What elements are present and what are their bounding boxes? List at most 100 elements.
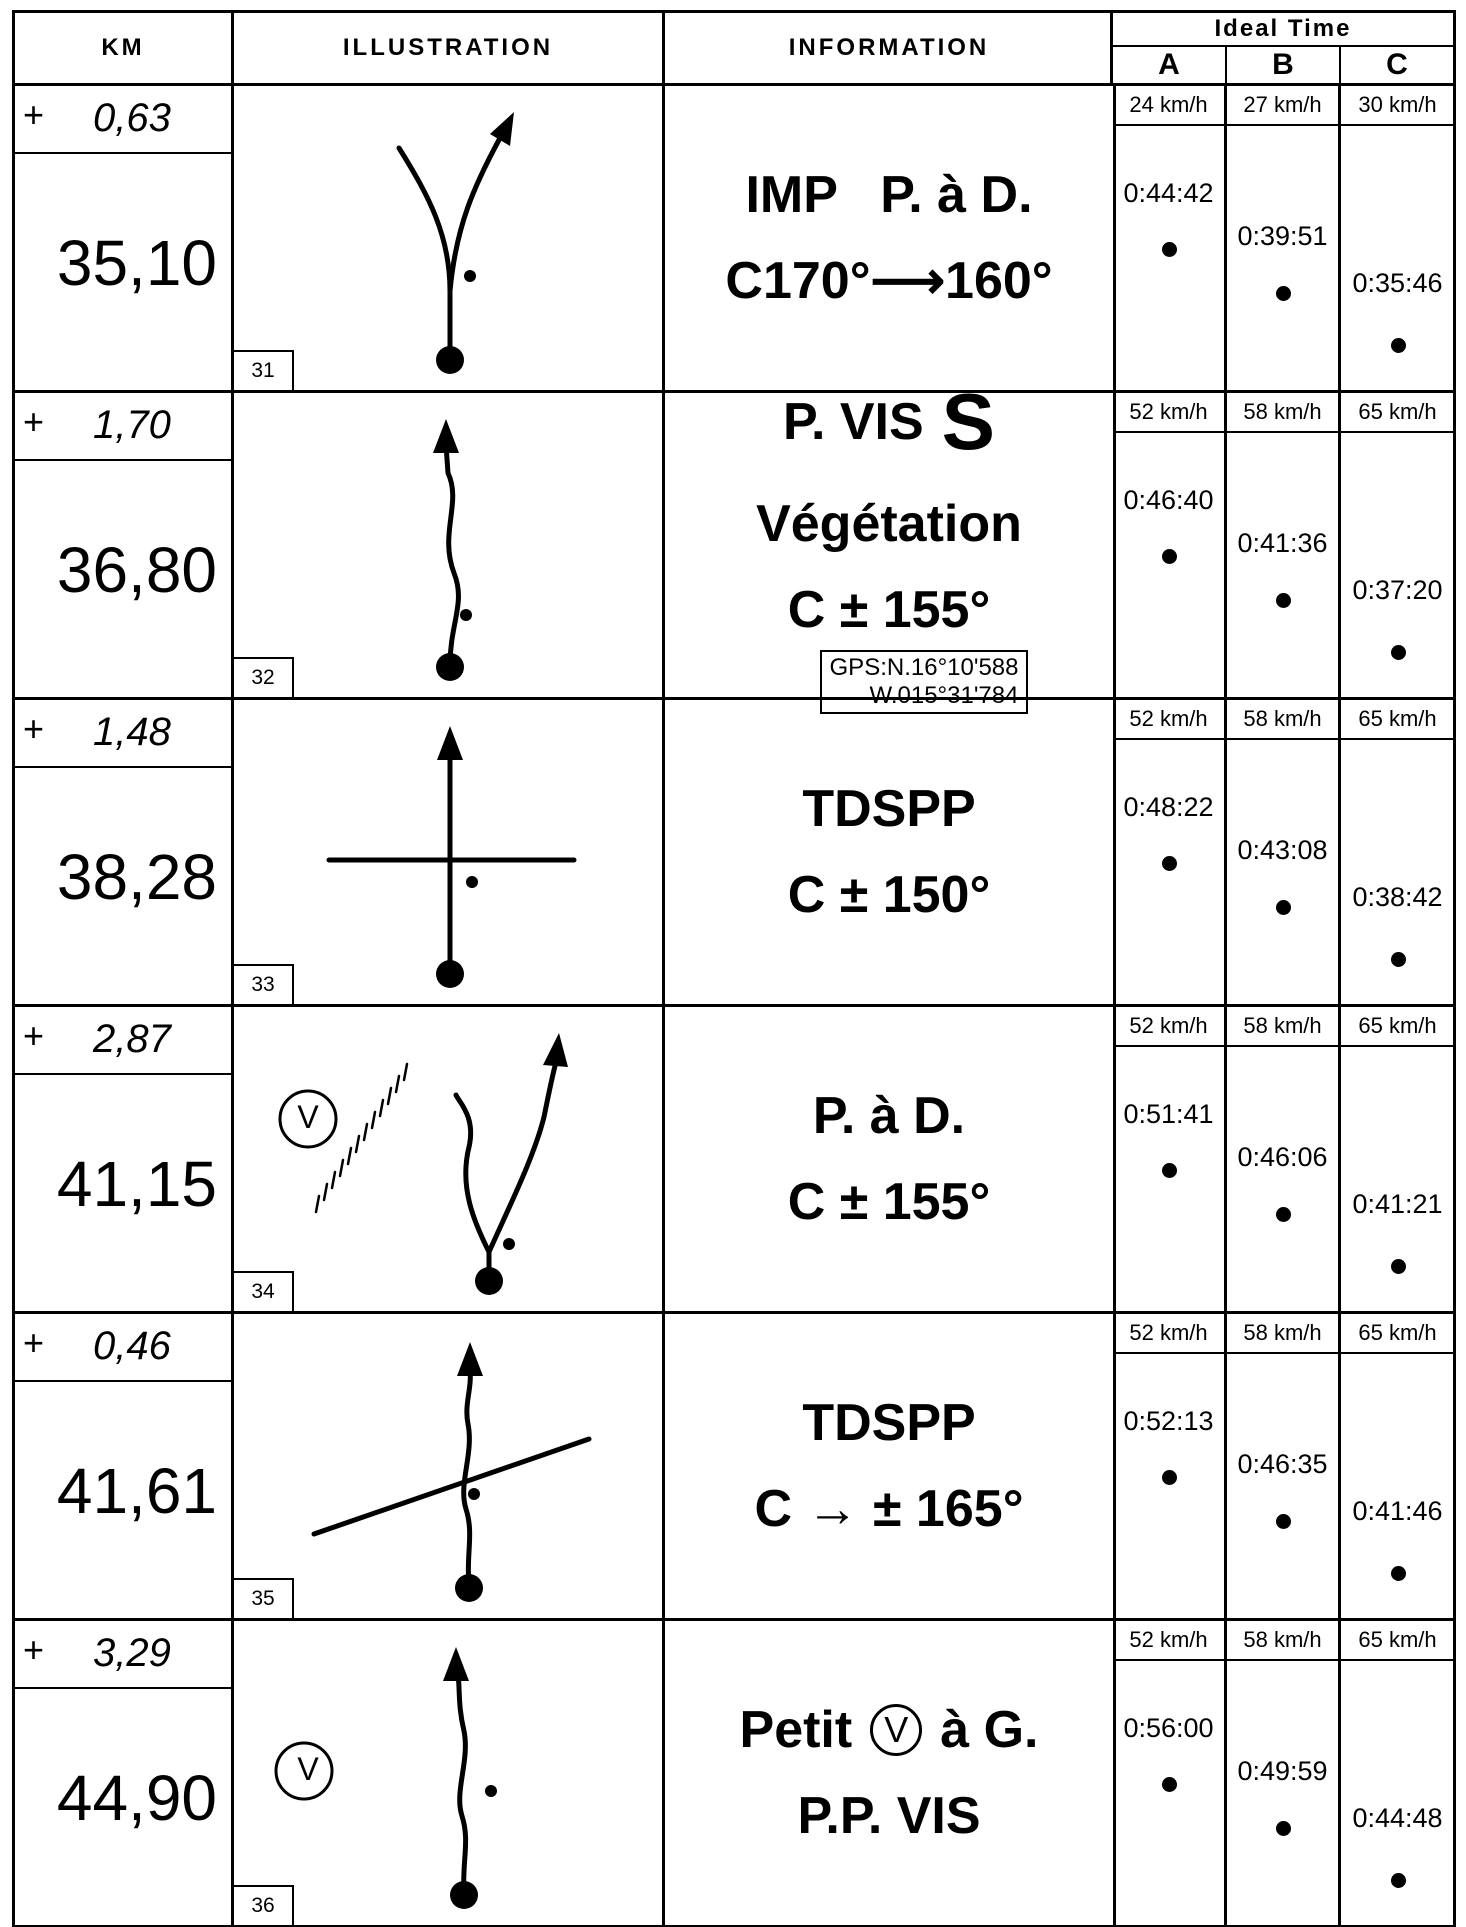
illustration-cell: 35 (234, 1314, 665, 1618)
distance-box: +1,48 (15, 700, 231, 768)
distance-box: +2,87 (15, 1007, 231, 1075)
ideal-time: 0:51:41 (1123, 1099, 1214, 1129)
diagram-stroke (436, 960, 464, 988)
roadbook-row: +0,63 35,10 31 IMP P. à D. C170°⟶160° 24 km/h… (12, 86, 1456, 393)
km-cell: +0,46 41,61 (15, 1314, 234, 1618)
time-cell: 52 km/h 0:56:00 (1113, 1621, 1227, 1925)
ideal-time: 0:37:20 (1352, 575, 1443, 605)
info-line: C170°⟶160° (725, 251, 1052, 311)
time-dot (1275, 1821, 1291, 1836)
gps-line: GPS:N.16°10'588 (829, 654, 1019, 681)
diagram-stroke (386, 1086, 393, 1106)
km-cell: +2,87 41,15 (15, 1007, 234, 1311)
illustration-cell: V 34 (234, 1007, 665, 1311)
speed: 30 km/h (1341, 86, 1454, 126)
diagram-stroke (461, 1367, 473, 1589)
ideal-time: 0:38:42 (1352, 882, 1443, 912)
info-line: TDSPP (802, 779, 975, 839)
diagram-stroke (464, 270, 476, 282)
delta-distance: 2,87 (93, 1017, 171, 1061)
time-dot (1161, 549, 1177, 564)
ideal-time: 0:49:59 (1237, 1756, 1328, 1786)
km-cell: +1,70 36,80 (15, 393, 234, 697)
diagram-stroke (433, 419, 459, 453)
info-text: C ± 155° (787, 1173, 991, 1231)
time-cell: 52 km/h 0:46:40 (1113, 393, 1227, 697)
time-cell: 65 km/h 0:41:46 (1341, 1314, 1454, 1618)
diagram-stroke (396, 145, 453, 361)
diagram-stroke (437, 726, 463, 760)
information-cell: IMP P. à D. C170°⟶160° (665, 86, 1116, 390)
delta-distance: 3,29 (93, 1631, 171, 1675)
information-cell: TDSPP C → ± 165° (665, 1314, 1116, 1618)
km-cell: +0,63 35,10 (15, 86, 234, 390)
time-cell: 30 km/h 0:35:46 (1341, 86, 1454, 390)
info-text: Petit (739, 1701, 853, 1759)
time-dot (1390, 952, 1406, 967)
speed: 65 km/h (1341, 1621, 1454, 1661)
speed: 52 km/h (1113, 1314, 1224, 1354)
info-line: TDSPP (802, 1393, 975, 1453)
info-line: C ± 150° (788, 865, 991, 925)
diagram-stroke (460, 609, 472, 621)
total-km: 41,61 (56, 1455, 217, 1527)
ideal-time: 0:46:06 (1237, 1142, 1328, 1172)
speed: 52 km/h (1113, 393, 1224, 433)
diagram-stroke (490, 112, 514, 146)
time-dot (1275, 593, 1291, 608)
time-dot (1161, 242, 1177, 257)
diagram-stroke (274, 1741, 334, 1801)
info-line: C ± 155° (788, 1172, 991, 1232)
gps-box: GPS:N.16°10'588 W.015°31'784 (819, 650, 1029, 714)
speed: 65 km/h (1341, 1314, 1454, 1354)
diagram-stroke (278, 1089, 338, 1149)
time-dot (1390, 1259, 1406, 1274)
diagram-stroke (443, 1647, 469, 1681)
info-text: P.P. VIS (797, 1787, 981, 1845)
diagram-stroke (346, 1146, 353, 1166)
time-dot (1161, 1163, 1177, 1178)
diagram-stroke (486, 1059, 559, 1255)
time-dot (1390, 1566, 1406, 1581)
time-cell: 58 km/h 0:41:36 (1227, 393, 1341, 697)
time-cell: 58 km/h 0:46:35 (1227, 1314, 1341, 1618)
information-header: INFORMATION (662, 10, 1113, 86)
info-text: à G. (940, 1701, 1039, 1759)
diagram-stroke (322, 1182, 329, 1202)
diagram-stroke (455, 1574, 483, 1602)
box-number: 35 (234, 1578, 294, 1618)
distance-box: +1,70 (15, 393, 231, 461)
diagram-stroke (468, 1488, 480, 1500)
diagram-stroke (330, 1170, 337, 1190)
time-dot (1161, 1470, 1177, 1485)
speed: 58 km/h (1227, 393, 1338, 433)
diagram-stroke (457, 1342, 483, 1376)
km-header: KM (12, 10, 231, 86)
total-km: 35,10 (56, 227, 217, 299)
delta-distance: 0,46 (93, 1324, 171, 1368)
total-km: 36,80 (56, 534, 217, 606)
speed: 65 km/h (1341, 393, 1454, 433)
time-cell: 27 km/h 0:39:51 (1227, 86, 1341, 390)
ideal-time: 0:48:22 (1123, 792, 1214, 822)
delta-sign: + (23, 401, 45, 442)
box-number: 36 (234, 1885, 294, 1925)
speed: 58 km/h (1227, 1314, 1338, 1354)
ideal-time: 0:52:13 (1123, 1406, 1214, 1436)
diagram-stroke (466, 876, 478, 888)
info-line: P.P. VIS (797, 1786, 980, 1846)
time-cell: 65 km/h 0:44:48 (1341, 1621, 1454, 1925)
info-text: C → ± 165° (754, 1480, 1024, 1538)
speed: 27 km/h (1227, 86, 1338, 126)
time-dot (1275, 1514, 1291, 1529)
roadbook-row: +0,46 41,61 35 TDSPP C → ± 165° 52 km/h 0:52:1… (12, 1314, 1456, 1621)
tulip-diagram (278, 1033, 568, 1295)
ideal-time: 0:41:46 (1352, 1496, 1443, 1526)
info-text: IMP P. à D. (745, 166, 1033, 224)
total-km: 44,90 (56, 1762, 217, 1834)
ideal-time: 0:35:46 (1352, 268, 1443, 298)
diagram-stroke (311, 1436, 592, 1537)
